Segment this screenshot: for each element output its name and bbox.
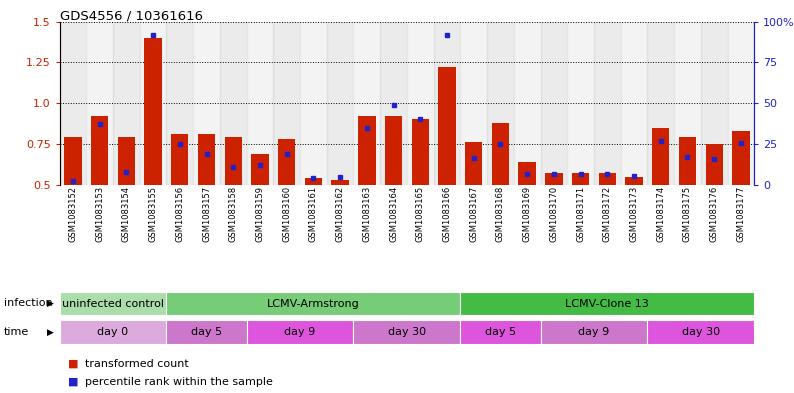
Bar bbox=[599, 173, 616, 185]
Bar bbox=[305, 178, 322, 185]
Bar bbox=[385, 116, 403, 185]
Bar bbox=[145, 38, 162, 185]
Bar bbox=[434, 22, 461, 185]
Bar bbox=[674, 22, 701, 185]
Bar bbox=[327, 22, 353, 185]
Bar bbox=[541, 320, 647, 344]
Bar bbox=[60, 292, 167, 315]
Bar bbox=[438, 67, 456, 185]
Bar bbox=[278, 139, 295, 185]
Bar bbox=[87, 22, 113, 185]
Bar bbox=[198, 134, 215, 185]
Text: ■: ■ bbox=[67, 358, 78, 369]
Bar bbox=[353, 320, 461, 344]
Bar bbox=[567, 22, 594, 185]
Bar bbox=[140, 22, 167, 185]
Text: transformed count: transformed count bbox=[85, 358, 189, 369]
Bar bbox=[113, 22, 140, 185]
Bar bbox=[732, 131, 750, 185]
Bar bbox=[594, 22, 621, 185]
Bar bbox=[251, 154, 268, 185]
Bar bbox=[647, 22, 674, 185]
Bar bbox=[167, 22, 193, 185]
Bar bbox=[225, 138, 242, 185]
Bar bbox=[626, 176, 642, 185]
Bar bbox=[701, 22, 727, 185]
Bar bbox=[545, 173, 563, 185]
Bar bbox=[411, 119, 429, 185]
Text: time: time bbox=[4, 327, 29, 337]
Bar bbox=[118, 138, 135, 185]
Text: day 5: day 5 bbox=[485, 327, 516, 337]
Bar bbox=[380, 22, 407, 185]
Bar bbox=[64, 138, 82, 185]
Bar bbox=[727, 22, 754, 185]
Bar bbox=[353, 22, 380, 185]
Text: ▶: ▶ bbox=[47, 299, 54, 308]
Bar bbox=[331, 180, 349, 185]
Text: LCMV-Clone 13: LCMV-Clone 13 bbox=[565, 299, 649, 309]
Bar bbox=[465, 142, 483, 185]
Bar bbox=[273, 22, 300, 185]
Bar bbox=[647, 320, 754, 344]
Text: day 5: day 5 bbox=[191, 327, 222, 337]
Bar bbox=[60, 22, 87, 185]
Text: percentile rank within the sample: percentile rank within the sample bbox=[85, 377, 273, 387]
Bar bbox=[220, 22, 247, 185]
Bar bbox=[461, 22, 487, 185]
Text: day 30: day 30 bbox=[682, 327, 720, 337]
Text: day 9: day 9 bbox=[578, 327, 610, 337]
Bar bbox=[167, 320, 247, 344]
Text: ▶: ▶ bbox=[47, 328, 54, 336]
Bar bbox=[706, 144, 723, 185]
Bar bbox=[541, 22, 567, 185]
Bar bbox=[679, 138, 696, 185]
Bar bbox=[247, 320, 353, 344]
Bar bbox=[300, 22, 327, 185]
Bar bbox=[358, 116, 376, 185]
Text: GDS4556 / 10361616: GDS4556 / 10361616 bbox=[60, 10, 202, 23]
Bar bbox=[461, 292, 754, 315]
Bar bbox=[621, 22, 647, 185]
Text: ■: ■ bbox=[67, 377, 78, 387]
Bar bbox=[60, 320, 167, 344]
Bar bbox=[247, 22, 273, 185]
Bar bbox=[652, 128, 669, 185]
Text: day 0: day 0 bbox=[98, 327, 129, 337]
Bar bbox=[491, 123, 509, 185]
Bar bbox=[167, 292, 461, 315]
Bar bbox=[172, 134, 188, 185]
Text: day 9: day 9 bbox=[284, 327, 316, 337]
Text: LCMV-Armstrong: LCMV-Armstrong bbox=[267, 299, 360, 309]
Bar bbox=[407, 22, 434, 185]
Bar bbox=[461, 320, 541, 344]
Text: infection: infection bbox=[4, 298, 52, 309]
Text: uninfected control: uninfected control bbox=[62, 299, 164, 309]
Bar bbox=[514, 22, 541, 185]
Bar bbox=[193, 22, 220, 185]
Bar bbox=[572, 173, 589, 185]
Bar bbox=[518, 162, 536, 185]
Text: day 30: day 30 bbox=[387, 327, 426, 337]
Bar bbox=[487, 22, 514, 185]
Bar bbox=[91, 116, 108, 185]
